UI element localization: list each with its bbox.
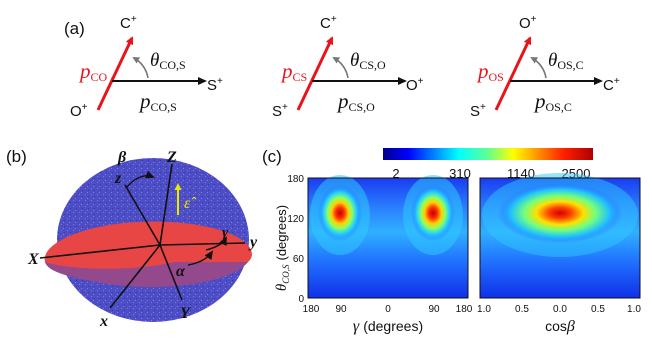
panel-b-label: (b) (6, 147, 27, 166)
angle-arc (530, 57, 547, 79)
theta-label: θOS,C (548, 50, 584, 72)
Y-axis (159, 244, 183, 301)
ytick: 180 (287, 174, 304, 185)
x-axis (109, 244, 161, 309)
gamma-label: γ (222, 225, 229, 241)
X-label: X (27, 251, 39, 268)
heatmap-left-xlabel: γ (degrees) (353, 318, 423, 335)
X-axis (39, 244, 161, 259)
xtick: 90 (428, 304, 440, 315)
z-axis (124, 184, 161, 246)
heatmap-left (307, 175, 469, 299)
angle-arc (332, 57, 349, 79)
colorbar-tick: 310 (449, 166, 471, 181)
top-ion-label: C+ (320, 14, 337, 32)
y-axis (159, 242, 246, 246)
x-label: x (99, 313, 108, 330)
p-main-arrow (296, 36, 334, 111)
bottom-ion-label: S+ (470, 102, 486, 120)
hotspot-right (411, 185, 455, 241)
p-horiz-label: pCO,S (138, 89, 177, 114)
p-main-label: pCO (78, 59, 108, 84)
ytick: 60 (293, 254, 305, 265)
ytick: 0 (298, 294, 304, 305)
alpha-arc (187, 250, 214, 266)
p-main-label: pCS (280, 59, 307, 84)
xtick: 0.5 (591, 304, 605, 315)
xtick: 0.0 (553, 304, 567, 315)
diagram-cs: C+ S+ O+ pCS θCS,O pCS,O (272, 14, 424, 120)
theta-label: θCO,S (150, 50, 186, 72)
bottom-ion-label: S+ (272, 102, 288, 120)
p-main-arrow (96, 36, 134, 111)
right-ion-label: S+ (207, 76, 223, 94)
y-label: y (248, 234, 258, 251)
bottom-ion-label: O+ (70, 102, 88, 120)
Y-label: Y (180, 305, 191, 322)
Z-axis (159, 163, 173, 246)
angle-arc (132, 57, 149, 79)
diagram-co: C+ O+ S+ pCO θCO,S pCO,S (70, 14, 223, 120)
p-main-arrow (494, 36, 532, 111)
p-main-label: pOS (476, 59, 504, 84)
xtick: 1.0 (477, 304, 491, 315)
diagram-os: O+ S+ C+ pOS θOS,C pOS,C (470, 14, 620, 120)
right-ion-label: O+ (406, 76, 424, 94)
panel-a-label: (a) (64, 19, 85, 38)
z-label: z (114, 170, 122, 187)
p-horiz-label: pOS,C (533, 89, 572, 114)
xtick: 0 (385, 304, 391, 315)
hotspot-left (318, 185, 362, 241)
ytick: 120 (287, 214, 304, 225)
xtick: 90 (335, 304, 347, 315)
beta-label: β (117, 149, 127, 166)
hotspot-band (498, 183, 622, 243)
beta-arc (125, 170, 155, 189)
theta-label: θCS,O (350, 50, 386, 72)
Z-label: Z (166, 149, 177, 166)
top-ion-label: O+ (519, 14, 537, 32)
xtick: 180 (456, 304, 473, 315)
heatmap-ylabel: θCO,S(degrees) (274, 205, 291, 291)
alpha-label: α (176, 263, 186, 280)
panel-c-label: (c) (262, 147, 282, 166)
p-horiz-label: pCS,O (336, 89, 375, 114)
heatmap-right (479, 173, 641, 299)
xtick: 0.5 (515, 304, 529, 315)
colorbar-tick: 2 (392, 166, 399, 181)
top-ion-label: C+ (120, 14, 137, 32)
colorbar (383, 148, 593, 160)
heatmap-right-xlabel: cosβ (545, 318, 575, 335)
xtick: 180 (303, 304, 320, 315)
frame-diagram: ε̂ β Z z X y γ α Y x (27, 149, 258, 330)
gamma-arc (205, 236, 227, 251)
xtick: 1.0 (627, 304, 641, 315)
right-ion-label: C+ (603, 76, 620, 94)
